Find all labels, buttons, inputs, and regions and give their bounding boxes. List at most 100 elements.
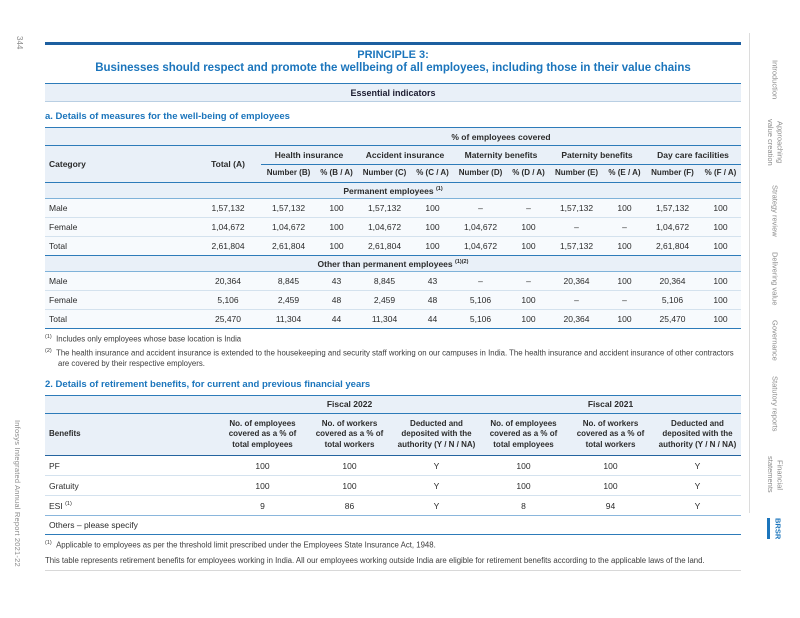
essential-indicators-band: Essential indicators <box>45 83 741 102</box>
cell-value: 94 <box>567 495 654 517</box>
tab-governance[interactable]: Governance <box>770 320 780 362</box>
cell-value: 11,304 <box>261 309 316 329</box>
cell-value: 25,470 <box>645 309 700 329</box>
principle-statement: Businesses should respect and promote th… <box>95 62 691 74</box>
cell-value: – <box>508 198 549 218</box>
tab-brsr[interactable]: BRSR <box>767 517 783 539</box>
tab-delivering-value[interactable]: Delivering value <box>770 251 780 306</box>
cell-value: 100 <box>604 309 645 329</box>
group-health-insurance: Health insurance <box>261 145 357 165</box>
top-rule <box>45 42 741 45</box>
cell-value: 100 <box>700 236 741 256</box>
cell-value: 2,61,804 <box>645 236 700 256</box>
cell-value: 25,470 <box>195 309 261 329</box>
cell-benefit: ESI (1) <box>45 495 219 517</box>
table-row: Fiscal 2022 Fiscal 2021 <box>45 394 741 414</box>
tab-introduction[interactable]: Introduction <box>770 60 780 100</box>
tab-strategy-review[interactable]: Strategy review <box>770 185 780 237</box>
cell-value: 100 <box>316 236 357 256</box>
cell-category: Total <box>45 236 195 256</box>
retirement-benefits-table: Fiscal 2022 Fiscal 2021 Benefits No. of … <box>45 394 741 536</box>
footnote: (1) Includes only employees whose base l… <box>45 334 741 346</box>
cell-value: 100 <box>604 198 645 218</box>
cell-value: 1,57,132 <box>549 198 604 218</box>
cell-value: 1,57,132 <box>357 198 412 218</box>
cell-value: Y <box>654 495 741 517</box>
group-accident-insurance: Accident insurance <box>357 145 453 165</box>
group-day-care-facilities: Day care facilities <box>645 145 741 165</box>
col-header: Number (D) <box>453 164 508 183</box>
cell-value: 100 <box>412 217 453 237</box>
cell-benefit: PF <box>45 455 219 477</box>
col-header-total: Total (A) <box>195 145 261 183</box>
col-header: % (D / A) <box>508 164 549 183</box>
cell-value: 5,106 <box>453 290 508 310</box>
section-band-label: Other than permanent employees (1)(2) <box>45 255 741 272</box>
footnote-marker: (1) <box>45 334 52 340</box>
cell-value: 44 <box>412 309 453 329</box>
cell-value: 100 <box>700 271 741 291</box>
cell-value: 20,364 <box>195 271 261 291</box>
table-row: ESI (1) 9 86 Y 8 94 Y <box>45 495 741 517</box>
table-row: Female 1,04,672 1,04,672 100 1,04,672 10… <box>45 217 741 237</box>
section-a-heading: a. Details of measures for the well-bein… <box>45 111 290 122</box>
tab-approaching-value-creation[interactable]: Approaching value creation <box>766 118 785 166</box>
cell-value: – <box>604 290 645 310</box>
cell-value: 100 <box>508 290 549 310</box>
cell-category: Male <box>45 271 195 291</box>
others-row-label: Others – please specify <box>45 515 741 536</box>
cell-value: 100 <box>508 309 549 329</box>
cell-value: 100 <box>604 236 645 256</box>
tab-financial-statements[interactable]: Financial statements <box>766 456 785 493</box>
section-title: Other than permanent employees <box>317 258 453 269</box>
cell-value: 9 <box>219 495 306 517</box>
spanner-header: % of employees covered <box>261 127 741 146</box>
cell-value: 100 <box>316 217 357 237</box>
cell-value: 5,106 <box>195 290 261 310</box>
col-header: Number (F) <box>645 164 700 183</box>
spanner-spacer <box>45 127 261 146</box>
group-paternity-benefits: Paternity benefits <box>549 145 645 165</box>
cell-value: 1,57,132 <box>261 198 316 218</box>
report-spine-title: Infosys Integrated Annual Report 2021-22 <box>13 420 22 567</box>
table-row: % of employees covered <box>45 127 741 146</box>
cell-value: 48 <box>412 290 453 310</box>
section-band-label: Permanent employees (1) <box>45 182 741 199</box>
cell-value: 1,04,672 <box>195 217 261 237</box>
cell-value: 44 <box>316 309 357 329</box>
cell-value: 1,04,672 <box>453 236 508 256</box>
page-number: 344 <box>15 36 24 50</box>
cell-value: – <box>549 217 604 237</box>
col-header: No. of employees covered as a % of total… <box>480 413 567 457</box>
cell-value: 2,61,804 <box>357 236 412 256</box>
cell-value: Y <box>393 495 480 517</box>
section-2-heading: 2. Details of retirement benefits, for c… <box>45 378 371 390</box>
cell-value: 43 <box>316 271 357 291</box>
col-header-category: Category <box>45 145 195 183</box>
sub-header-row: Benefits No. of employees covered as a %… <box>45 413 741 457</box>
cell-value: 2,61,804 <box>261 236 316 256</box>
cell-value: 20,364 <box>645 271 700 291</box>
footnote-ref: (1)(2) <box>455 258 469 265</box>
tab-statutory-reports[interactable]: Statutory reports <box>770 376 780 432</box>
cell-value: Y <box>393 475 480 497</box>
cell-value: 100 <box>700 309 741 329</box>
footnote-ref: (1) <box>435 185 443 192</box>
spanner-spacer <box>45 394 219 414</box>
cell-value: 5,106 <box>645 290 700 310</box>
col-header: % (F / A) <box>700 164 741 183</box>
col-header: % (C / A) <box>412 164 453 183</box>
cell-value: 100 <box>508 236 549 256</box>
cell-value: 100 <box>219 475 306 497</box>
table-row: Total 2,61,804 2,61,804 100 2,61,804 100… <box>45 236 741 256</box>
cell-value: 1,04,672 <box>453 217 508 237</box>
col-header-benefits: Benefits <box>45 413 219 457</box>
wellbeing-table: % of employees covered Category Total (A… <box>45 127 741 329</box>
section-title: Permanent employees <box>343 185 434 196</box>
col-header: No. of workers covered as a % of total w… <box>306 413 393 457</box>
cell-value: 20,364 <box>549 309 604 329</box>
closing-note: This table represents retirement benefit… <box>45 556 741 571</box>
cell-category: Female <box>45 290 195 310</box>
cell-value: 100 <box>480 475 567 497</box>
col-header: % (B / A) <box>316 164 357 183</box>
